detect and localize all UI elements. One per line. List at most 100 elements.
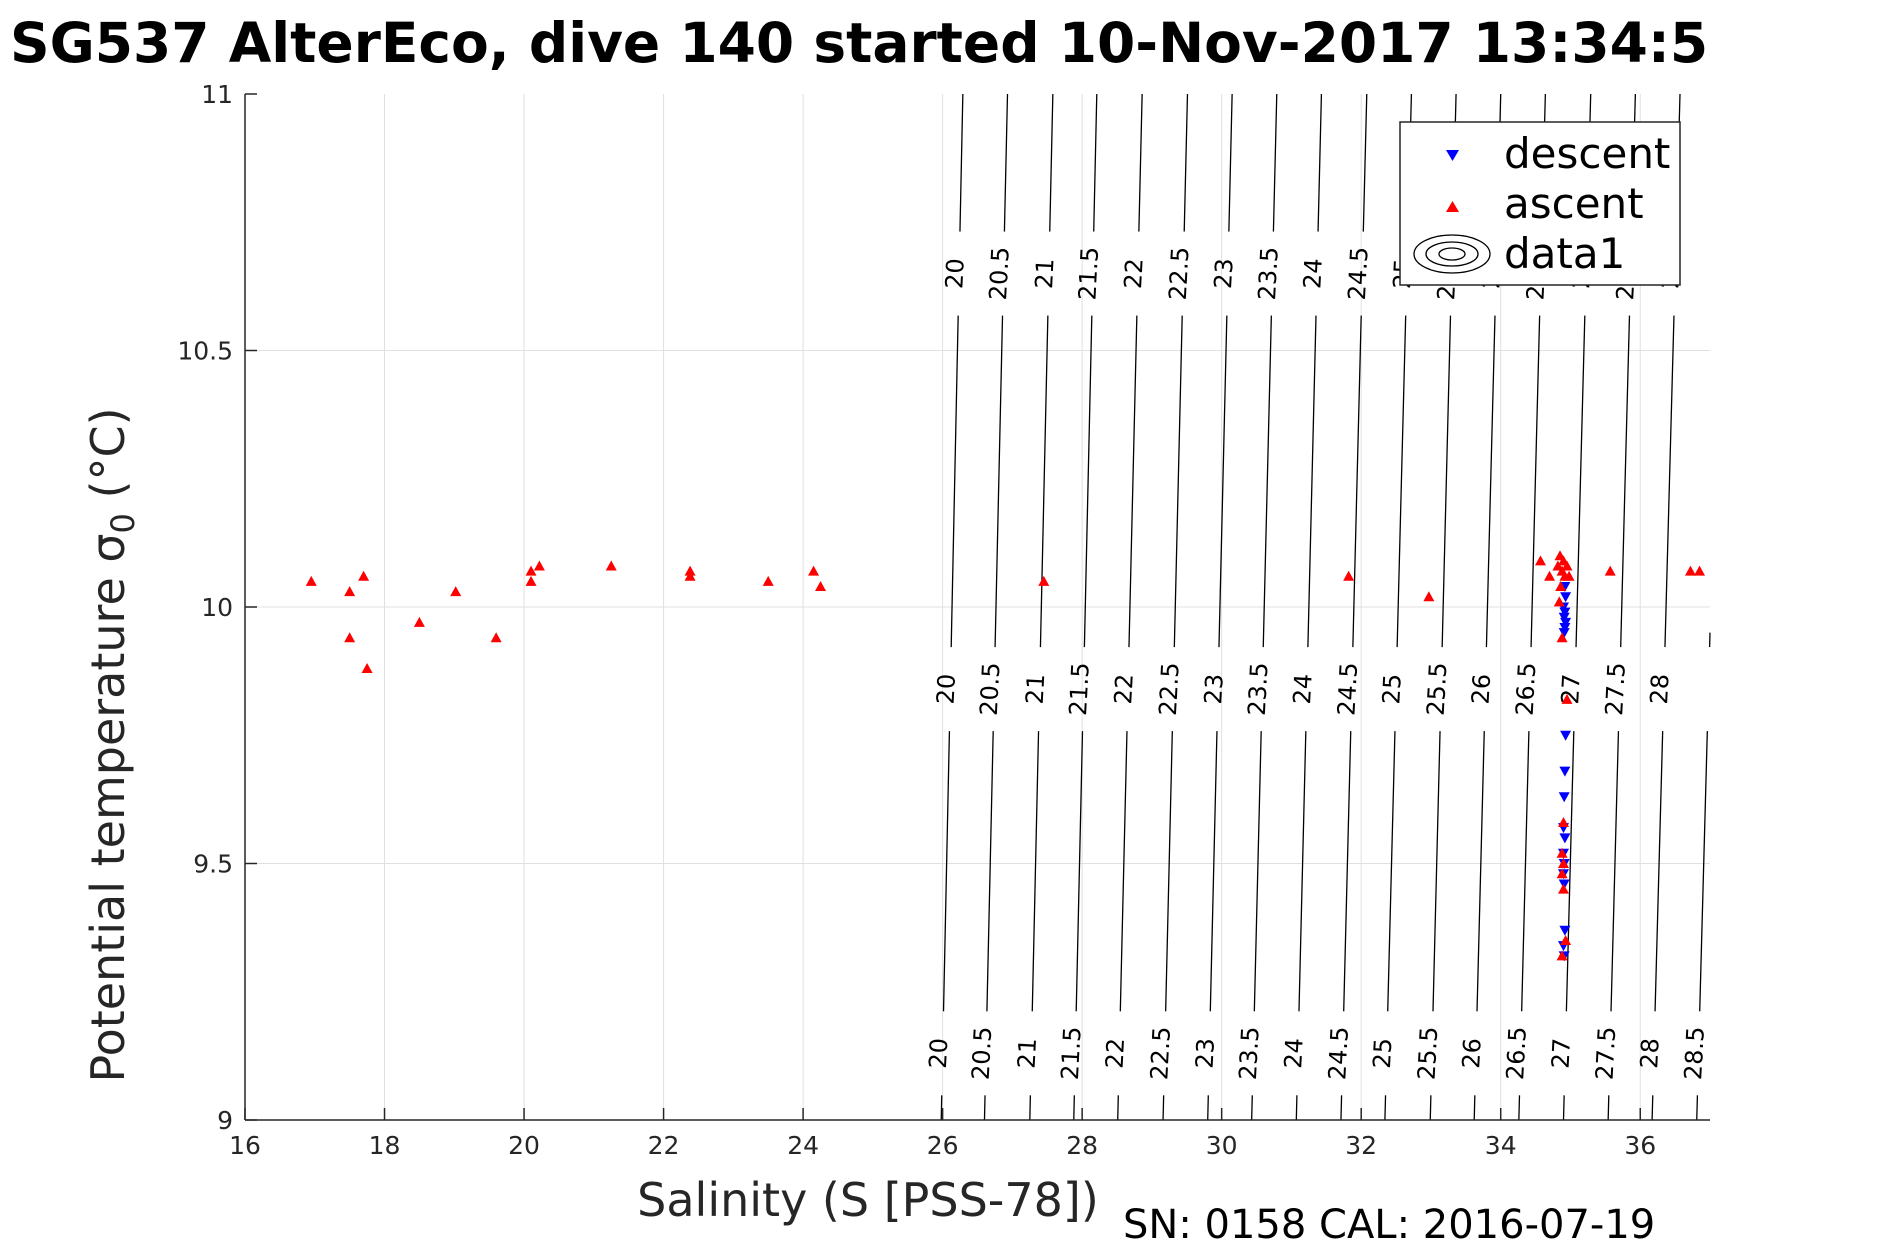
- isopycnal-segment-8-2: [1307, 315, 1317, 648]
- ascent-marker-10: [533, 560, 545, 571]
- ascent-marker-11: [605, 560, 617, 571]
- x-tick-label-0: 16: [229, 1131, 261, 1160]
- isopycnal-segment-7-0: [1251, 1095, 1253, 1121]
- isopycnal-segment-17-0: [1696, 1095, 1699, 1121]
- legend-descent-label: descent: [1504, 129, 1670, 178]
- x-tick-label-5: 26: [927, 1131, 959, 1160]
- isopycnal-segment-9-2: [1352, 315, 1362, 648]
- isopycnal-26-5: 26.526.526.5: [1501, 93, 1552, 1121]
- data-markers: [305, 550, 1706, 962]
- isopycnal-segment-10-2: [1396, 315, 1407, 648]
- isopycnal-label-2-0: 21: [1030, 258, 1060, 290]
- isopycnal-label-10-1: 25: [1377, 673, 1407, 705]
- isopycnal-segment-2-1: [1031, 731, 1040, 1012]
- isopycnal-segment-12-1: [1476, 731, 1485, 1012]
- legend: descent ascent data1: [1399, 121, 1681, 286]
- ascent-marker-40: [1604, 565, 1616, 576]
- isopycnal-label-5-2: 22.5: [1145, 1026, 1176, 1081]
- isopycnal-label-13-1: 26.5: [1511, 662, 1542, 717]
- y-tick-label-2: 10: [201, 593, 233, 622]
- isopycnal-21-5: 21.5 21.5 21.5: [1056, 93, 1104, 1121]
- isopycnal-label-6-1: 23: [1199, 673, 1229, 705]
- ascent-marker-41: [1684, 565, 1696, 576]
- legend-ascent-marker: [1446, 201, 1459, 212]
- isopycnal-segment-5-0: [1162, 1095, 1165, 1121]
- isopycnal-label-5-0: 22.5: [1164, 246, 1195, 301]
- isopycnal-segment-6-9: [1228, 93, 1233, 232]
- y-axis-label-subscript: 0: [104, 513, 142, 533]
- isopycnal-segment-4-9: [1138, 93, 1143, 232]
- grid: [245, 94, 1710, 1120]
- chart-title: SG537 AlterEco, dive 140 started 10-Nov-…: [10, 11, 1708, 75]
- isopycnal-segment-15-1: [1610, 731, 1620, 1012]
- descent-marker-9: [1559, 766, 1571, 777]
- ascent-marker-1: [344, 586, 356, 597]
- descent-marker-7: [1558, 628, 1570, 639]
- isopycnal-segment-1-0: [983, 1095, 986, 1121]
- isopycnal-segment-3-9: [1093, 93, 1098, 232]
- isopycnal-segment-8-0: [1295, 1095, 1298, 1121]
- isopycnal-segment-5-1: [1165, 731, 1173, 1012]
- isopycnal-label-4-2: 22: [1101, 1037, 1131, 1069]
- ascent-marker-38: [1560, 934, 1572, 945]
- y-axis-label-main: Potential temperature σ: [81, 533, 135, 1082]
- isopycnal-label-6-0: 23: [1209, 258, 1239, 290]
- y-tick-label-4: 11: [201, 80, 233, 109]
- isopycnal-label-11-1: 25.5: [1422, 662, 1453, 717]
- isopycnal-segment-16-0: [1651, 1095, 1654, 1121]
- isopycnal-segment-3-2: [1083, 315, 1093, 648]
- isopycnal-segment-0-2: [950, 315, 959, 648]
- isopycnal-label-3-2: 21.5: [1056, 1026, 1087, 1081]
- isopycnal-segment-14-2: [1575, 315, 1586, 648]
- isopycnal-label-0-0: 20: [940, 258, 970, 290]
- isopycnal-segment-7-2: [1262, 315, 1273, 648]
- isopycnal-20-5: 20.5 20.5 20.5: [967, 93, 1015, 1121]
- ascent-marker-22: [1552, 560, 1564, 571]
- isopycnal-segment-16-2: [1664, 315, 1675, 648]
- ascent-marker-13: [684, 565, 696, 576]
- y-axis-label-unit: (°C): [81, 407, 135, 513]
- isopycnal-segment-7-9: [1272, 93, 1278, 232]
- isopycnal-segment-13-2: [1530, 315, 1541, 648]
- tick-labels: 16 18 20 22 24 26 28 30 32 34 36 9 9.5 10 10.5 11: [177, 80, 1656, 1160]
- descent-marker-3: [1559, 607, 1571, 618]
- isopycnal-segment-1-9: [1003, 93, 1009, 232]
- isopycnal-segment-15-2: [1620, 315, 1631, 648]
- ascent-marker-2: [344, 632, 356, 643]
- isopycnal-label-15-2: 27.5: [1591, 1026, 1622, 1081]
- serial-calibration-footer: SN: 0158 CAL: 2016-07-19: [1123, 1202, 1655, 1248]
- ascent-marker-9: [525, 565, 537, 576]
- isopycnal-segment-4-1: [1119, 731, 1128, 1012]
- isopycnal-segment-12-0: [1473, 1095, 1476, 1121]
- ascent-marker-15: [808, 565, 820, 576]
- isopycnal-segment-0-0: [940, 1095, 943, 1121]
- ascent-marker-35: [1558, 858, 1569, 868]
- legend-ascent-label: ascent: [1504, 179, 1644, 228]
- ascent-marker-16: [815, 580, 827, 591]
- ascent-marker-18: [1343, 570, 1355, 581]
- axes: [244, 93, 1710, 1121]
- isopycnal-segment-1-1: [986, 731, 994, 1012]
- isopycnal-label-14-2: 27: [1546, 1037, 1576, 1069]
- descent-marker-1: [1560, 592, 1572, 603]
- isopycnal-segment-15-0: [1607, 1095, 1610, 1121]
- isopycnal-label-14-1: 27: [1556, 673, 1586, 705]
- isopycnal-segment-10-1: [1387, 731, 1396, 1012]
- isopycnal-segment-8-1: [1298, 731, 1307, 1012]
- isopycnal-segment-11-1: [1432, 731, 1441, 1012]
- ascent-marker-33: [1558, 816, 1569, 827]
- isopycnal-22: 22 22 22: [1101, 93, 1149, 1121]
- isopycnal-segment-4-2: [1128, 315, 1138, 648]
- isopycnal-23-5: 23.5 23.5 23.5: [1234, 93, 1284, 1121]
- ascent-marker-5: [413, 616, 425, 627]
- ascent-marker-42: [1694, 565, 1706, 576]
- x-tick-label-6: 28: [1066, 1131, 1098, 1160]
- isopycnal-segment-7-1: [1253, 731, 1262, 1012]
- ascent-marker-34: [1556, 847, 1568, 858]
- ascent-marker-4: [361, 663, 373, 674]
- x-tick-label-7: 30: [1206, 1131, 1238, 1160]
- isopycnal-segment-2-0: [1029, 1095, 1032, 1121]
- ascent-marker-8: [525, 575, 537, 586]
- isopycnal-20: 20 20 20: [924, 93, 970, 1121]
